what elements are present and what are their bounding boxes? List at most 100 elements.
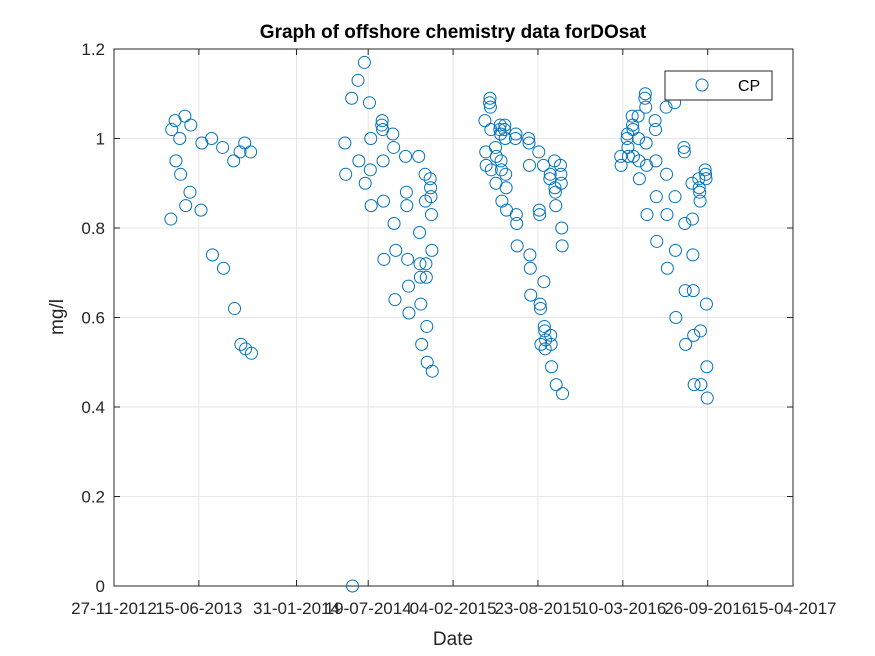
data-point (632, 154, 646, 168)
data-point (699, 172, 713, 186)
data-point (479, 158, 493, 172)
data-point (413, 225, 427, 239)
data-point (549, 199, 563, 213)
data-point (686, 284, 700, 298)
data-point (537, 319, 551, 333)
data-point (420, 355, 434, 369)
data-point (387, 217, 401, 231)
data-point (614, 158, 628, 172)
data-point (639, 136, 653, 150)
data-point (659, 100, 673, 114)
data-point (614, 149, 628, 163)
data-point (386, 127, 400, 141)
data-point (545, 360, 559, 374)
data-point (424, 208, 438, 222)
data-point (534, 337, 548, 351)
data-point (554, 167, 568, 181)
data-point (489, 140, 503, 154)
data-point (677, 140, 691, 154)
data-point (548, 185, 562, 199)
data-point (169, 154, 183, 168)
data-point (244, 145, 258, 159)
chart-title: Graph of offshore chemistry data forDOsa… (260, 22, 647, 43)
data-point (632, 172, 646, 186)
data-point (649, 123, 663, 137)
y-tick-label: 1.2 (81, 40, 105, 59)
x-tick-label: 19-07-2014 (325, 599, 412, 618)
data-point (173, 132, 187, 145)
data-point (415, 337, 429, 351)
data-point (553, 158, 567, 172)
data-point (677, 145, 691, 159)
data-point (205, 248, 219, 262)
data-point (632, 132, 646, 145)
data-point (345, 579, 359, 593)
data-point (388, 293, 402, 307)
data-point (420, 319, 434, 333)
data-point (650, 234, 664, 248)
y-tick-label: 0.2 (81, 488, 105, 507)
data-point (537, 275, 551, 289)
data-point (638, 91, 652, 105)
data-point (483, 91, 497, 105)
y-axis-label: mg/l (47, 299, 68, 335)
data-point (364, 199, 378, 213)
data-point (164, 212, 178, 226)
data-point (238, 136, 252, 150)
data-point (357, 55, 371, 69)
data-point (700, 391, 714, 405)
data-point (660, 261, 674, 275)
data-point (413, 270, 427, 284)
data-point (554, 176, 568, 190)
data-point (423, 172, 437, 186)
data-point (686, 248, 700, 262)
data-point (544, 337, 558, 351)
data-point (620, 132, 634, 145)
data-point (532, 145, 546, 159)
data-point (483, 100, 497, 114)
data-point (523, 248, 537, 262)
data-point (377, 252, 391, 266)
data-point (194, 203, 208, 217)
data-point (494, 127, 508, 141)
data-point (179, 199, 193, 213)
legend-entry-cp: CP (738, 78, 760, 95)
data-point (227, 154, 241, 168)
data-point (631, 109, 645, 123)
data-point (178, 109, 192, 123)
data-point (699, 167, 713, 181)
data-point (533, 208, 547, 222)
data-point (648, 114, 662, 128)
data-point (556, 387, 570, 401)
data-point (678, 217, 692, 231)
y-tick-label: 0.4 (81, 398, 105, 417)
data-point (522, 158, 536, 172)
y-tick-label: 0.6 (81, 309, 105, 328)
data-point (499, 181, 513, 195)
data-point (413, 257, 427, 271)
data-point (548, 181, 562, 195)
data-point (375, 118, 389, 132)
data-point (533, 302, 547, 316)
data-points (164, 55, 714, 593)
data-point (625, 109, 639, 123)
data-point (508, 132, 522, 145)
data-point (522, 132, 536, 145)
data-point (685, 212, 699, 226)
data-point (205, 132, 219, 145)
data-point (425, 364, 439, 378)
data-point (165, 123, 179, 137)
x-tick-label: 15-04-2017 (750, 599, 837, 618)
data-point (376, 154, 390, 168)
data-point (660, 167, 674, 181)
data-point (364, 132, 378, 145)
data-point (425, 243, 439, 257)
data-point (660, 208, 674, 222)
data-point (536, 158, 550, 172)
data-point (345, 91, 359, 105)
data-point (375, 114, 389, 128)
data-point (339, 167, 353, 181)
data-point (174, 167, 188, 181)
data-point (509, 208, 523, 222)
